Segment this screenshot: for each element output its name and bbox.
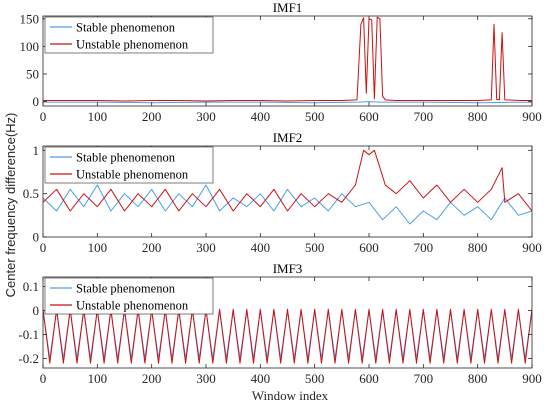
x-tick-label: 600: [359, 240, 379, 255]
y-tick-label: 0: [33, 303, 40, 318]
y-tick-label: 0: [33, 230, 40, 245]
x-tick-label: 0: [40, 240, 47, 255]
series-line-stable: [43, 101, 532, 104]
x-tick-label: 800: [468, 240, 488, 255]
legend-label: Unstable phenomenon: [76, 299, 189, 313]
x-tick-label: 900: [522, 109, 542, 124]
x-tick-label: 300: [196, 240, 216, 255]
x-tick-label: 800: [468, 109, 488, 124]
x-tick-label: 0: [40, 371, 47, 386]
subplot-2: 0 100 200 300 400 500 600 700 800 900 0 0.5 1 IMF2 Sta…: [23, 130, 542, 255]
x-tick-label: 400: [251, 371, 271, 386]
y-tick-label: -0.1: [18, 327, 39, 342]
legend: Stable phenomenon Unstable phenomenon: [44, 16, 214, 54]
series-line-unstable: [43, 149, 532, 212]
x-tick-label: 400: [251, 240, 271, 255]
legend-box: [44, 146, 214, 184]
y-tick-label: 0.1: [23, 279, 39, 294]
legend-label: Stable phenomenon: [76, 21, 176, 35]
x-tick-label: 100: [88, 109, 108, 124]
x-tick-label: 300: [196, 371, 216, 386]
legend: Stable phenomenon Unstable phenomenon: [44, 277, 214, 315]
legend-label: Stable phenomenon: [76, 282, 176, 296]
legend-label: Unstable phenomenon: [76, 38, 189, 52]
x-tick-label: 700: [414, 109, 434, 124]
x-tick-label: 900: [522, 371, 542, 386]
legend: Stable phenomenon Unstable phenomenon: [44, 146, 214, 184]
x-tick-label: 200: [142, 371, 162, 386]
x-tick-label: 500: [305, 240, 325, 255]
x-tick-label: 700: [414, 240, 434, 255]
x-tick-label: 100: [88, 371, 108, 386]
y-tick-label: 50: [26, 66, 39, 81]
x-tick-label: 700: [414, 371, 434, 386]
axes-box: [42, 145, 533, 238]
x-tick-label: 200: [142, 240, 162, 255]
subplot-title: IMF1: [273, 0, 303, 15]
axes-box: [42, 276, 533, 369]
x-tick-label: 400: [251, 109, 271, 124]
legend-label: Stable phenomenon: [76, 151, 176, 165]
subplots: 0 100 200 300 400 500 600 700 800 900050100150IMF…: [18, 0, 541, 386]
y-tick-label: 150: [20, 11, 40, 26]
y-tick-label: 1: [33, 143, 40, 158]
legend-box: [44, 16, 214, 54]
x-tick-label: 500: [305, 109, 325, 124]
axes-box: [42, 15, 533, 107]
x-tick-label: 600: [359, 109, 379, 124]
y-tick-label: 0.5: [23, 186, 39, 201]
y-tick-label: 100: [20, 39, 40, 54]
x-tick-label: 500: [305, 371, 325, 386]
legend-label: Unstable phenomenon: [76, 168, 189, 182]
x-tick-label: 100: [88, 240, 108, 255]
series-group: [43, 16, 532, 104]
y-axis-label: Center frequency difference(Hz): [3, 113, 18, 298]
y-tick-label: -0.2: [18, 351, 39, 366]
x-tick-label: 0: [40, 109, 47, 124]
x-tick-label: 600: [359, 371, 379, 386]
subplot-title: IMF2: [273, 130, 303, 145]
x-tick-label: 300: [196, 109, 216, 124]
subplot-title: IMF3: [273, 261, 303, 276]
x-tick-label: 200: [142, 109, 162, 124]
subplot-3: 0 100 200 300 400 500 600 700 800 900 -0.2 -0.1 0 0.1…: [18, 261, 541, 386]
series-line-unstable: [43, 16, 532, 102]
x-axis-label: Window index: [252, 388, 329, 403]
x-tick-label: 800: [468, 371, 488, 386]
subplot-1: 0 100 200 300 400 500 600 700 800 900 0 50 100 150 IMF…: [20, 0, 542, 124]
y-tick-label: 0: [33, 94, 40, 109]
x-tick-label: 900: [522, 240, 542, 255]
series-group: [43, 149, 532, 225]
legend-box: [44, 277, 214, 315]
